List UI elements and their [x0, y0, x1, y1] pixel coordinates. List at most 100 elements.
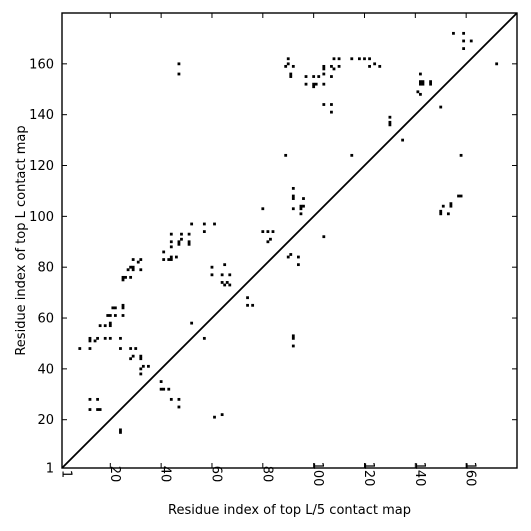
contact-point [401, 138, 405, 142]
contact-point [439, 209, 443, 213]
contact-point [332, 57, 336, 61]
contact-point [421, 82, 425, 86]
contact-point [388, 123, 392, 127]
contact-point [139, 367, 143, 371]
contact-point [162, 250, 166, 254]
contact-point [177, 62, 181, 66]
y-tick-label: 140 [29, 108, 54, 123]
contact-point [261, 230, 265, 233]
contact-point [190, 321, 194, 325]
contact-point [429, 80, 432, 84]
contact-point [129, 347, 133, 350]
contact-point [312, 82, 316, 86]
contact-point [286, 57, 290, 61]
contact-point [225, 281, 229, 284]
contact-point [98, 324, 102, 328]
contact-point [119, 428, 122, 432]
contact-point [452, 31, 455, 35]
y-tick-label: 40 [37, 362, 54, 377]
contact-point [121, 275, 125, 279]
contact-point [139, 268, 143, 272]
contact-point [129, 265, 133, 269]
y-axis-title: Residue index of top L contact map [14, 125, 29, 355]
contact-point [368, 64, 371, 68]
x-tick-label: 140 [412, 462, 427, 487]
contact-point [88, 339, 92, 343]
contact-point [291, 334, 295, 338]
contact-point [187, 232, 191, 236]
contact-point [119, 336, 122, 340]
contact-point [459, 194, 463, 198]
contact-point [167, 387, 171, 391]
y-tick-label: 160 [29, 57, 54, 72]
contact-point [312, 85, 316, 89]
contact-point [136, 260, 140, 264]
contact-point [131, 354, 135, 358]
contact-point [459, 153, 463, 157]
contact-point [108, 314, 112, 317]
contact-point [121, 314, 125, 317]
contact-point [177, 405, 181, 409]
contact-point [446, 212, 450, 216]
contact-point [330, 110, 333, 114]
x-tick-label: 40 [158, 466, 173, 483]
x-tick-label: 60 [208, 466, 223, 483]
contact-point [228, 283, 232, 287]
contact-point [330, 75, 333, 78]
contact-point [388, 115, 392, 119]
contact-point [286, 255, 290, 259]
contact-point [96, 408, 99, 411]
contact-point [322, 67, 326, 71]
contact-point [368, 57, 371, 61]
contact-point [223, 283, 227, 287]
contact-point [246, 296, 249, 300]
x-tick-label: 80 [259, 466, 274, 483]
contact-point [190, 222, 194, 226]
contact-point [139, 258, 143, 261]
x-axis-title: Residue index of top L/5 contact map [168, 503, 411, 518]
x-axis-ticks: 1 20 40 60 80 100 120 140 160 [59, 13, 478, 486]
contact-point [291, 194, 295, 198]
contact-point [421, 80, 425, 84]
contact-point [96, 336, 99, 340]
contact-point [103, 324, 107, 328]
contact-point [169, 255, 173, 259]
y-tick-label: 20 [37, 413, 54, 428]
contact-point [167, 258, 171, 261]
contact-point [141, 364, 145, 368]
contact-point [314, 82, 318, 86]
contact-point [177, 242, 181, 246]
contact-point [119, 347, 122, 350]
contact-point [289, 253, 293, 256]
y-tick-label: 80 [37, 261, 54, 276]
contact-point [332, 67, 336, 71]
contact-point [322, 72, 326, 76]
contact-point [388, 120, 392, 124]
contact-point [202, 230, 206, 233]
contact-point [322, 235, 326, 239]
contact-point [108, 324, 112, 328]
contact-point [174, 255, 178, 259]
y-tick-label: 120 [29, 159, 54, 174]
contact-point [358, 57, 361, 61]
contact-point [88, 336, 92, 340]
contact-point [462, 47, 466, 50]
contact-point [271, 230, 275, 233]
contact-point [162, 258, 166, 261]
contact-point [106, 314, 110, 317]
contact-point [330, 103, 333, 106]
contact-point [93, 339, 97, 343]
contact-point [419, 92, 422, 96]
contact-point [297, 263, 300, 267]
contact-point [126, 268, 130, 272]
contact-point [302, 197, 305, 200]
contact-point [159, 380, 163, 383]
contact-point [177, 72, 181, 76]
contact-point [429, 82, 432, 86]
contact-point [113, 306, 117, 310]
contact-point [330, 64, 333, 68]
contact-point [304, 75, 308, 78]
contact-point [291, 197, 295, 200]
contact-point [139, 354, 143, 358]
contact-point [299, 212, 303, 216]
